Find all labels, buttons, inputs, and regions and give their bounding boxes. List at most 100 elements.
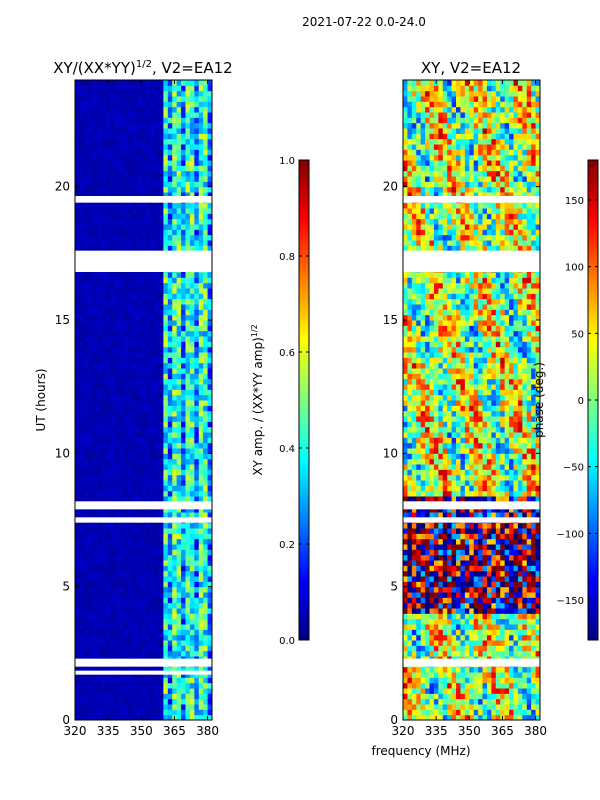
heatmap-cell [403,693,408,700]
heatmap-cell [189,586,195,593]
heatmap-cell [114,688,120,694]
heatmap-cell [207,677,212,684]
heatmap-cell [176,677,182,684]
heatmap-cell [128,213,133,220]
heatmap-cell [163,240,169,246]
heatmap-cell [132,298,138,305]
heatmap-cell [88,309,94,316]
heatmap-cell [79,314,85,321]
heatmap-cell [403,560,408,566]
heatmap-cell [167,698,173,705]
heatmap-cell [110,90,116,97]
heatmap-cell [136,634,142,641]
heatmap-cell [158,538,164,545]
heatmap-cell [158,96,164,102]
heatmap-cell [207,394,212,401]
heatmap-cell [101,378,107,385]
heatmap-cell [167,480,173,486]
heatmap-cell [97,368,103,374]
heatmap-cell [407,714,413,720]
heatmap-cell [128,394,133,401]
heatmap-cell [97,330,103,337]
heatmap-cell [504,581,510,588]
heatmap-cell [75,400,80,406]
heatmap-cell [136,533,142,540]
heatmap-cell [145,368,151,374]
heatmap-cell [207,213,212,220]
heatmap-cell [194,346,200,353]
heatmap-cell [185,224,191,230]
heatmap-cell [83,112,89,118]
heatmap-cell [163,629,169,636]
heatmap-cell [194,602,200,609]
heatmap-cell [429,570,435,577]
heatmap-cell [163,634,169,641]
heatmap-cell [526,624,532,630]
heatmap-cell [123,362,129,369]
heatmap-cell [509,698,514,705]
heatmap-cell [194,192,200,198]
heatmap-cell [172,186,178,193]
heatmap-cell [105,181,111,188]
heatmap-cell [97,170,103,177]
heatmap-cell [150,138,156,145]
heatmap-cell [203,554,209,561]
heatmap-cell [469,533,475,540]
heatmap-cell [464,608,470,614]
heatmap-cell [154,634,160,641]
heatmap-cell [75,341,80,348]
heatmap-cell [128,325,133,332]
heatmap-cell [83,714,89,720]
heatmap-cell [185,160,191,166]
heatmap-cell [114,597,120,604]
heatmap-cell [110,341,116,348]
heatmap-cell [114,85,120,92]
heatmap-cell [517,666,523,673]
heatmap-cell [486,677,492,684]
heatmap-cell [75,117,80,124]
heatmap-cell [181,213,186,220]
heatmap-cell [128,112,133,118]
heatmap-cell [535,613,540,620]
heatmap-cell [141,320,147,326]
heatmap-cell [163,336,169,342]
heatmap-cell [185,330,191,337]
heatmap-cell [531,549,537,556]
heatmap-cell [420,586,426,593]
heatmap-cell [132,714,138,720]
heatmap-cell [150,346,156,353]
heatmap-cell [517,608,523,614]
heatmap-cell [79,682,85,689]
heatmap-cell [522,576,528,582]
heatmap-cell [500,634,506,641]
heatmap-cell [123,442,129,449]
heatmap-cell [198,613,204,620]
heatmap-cell [97,325,103,332]
heatmap-cell [114,565,120,572]
heatmap-cell [172,698,178,705]
heatmap-cell [464,672,470,678]
heatmap-cell [136,554,142,561]
heatmap-cell [141,704,147,710]
heatmap-cell [101,528,107,534]
heatmap-cell [438,613,444,620]
heatmap-cell [158,672,164,678]
heatmap-cell [447,560,453,566]
heatmap-cell [403,576,408,582]
heatmap-cell [97,186,103,193]
heatmap-cell [407,560,413,566]
heatmap-cell [145,394,151,401]
heatmap-cell [101,154,107,161]
heatmap-cell [407,528,413,534]
heatmap-cell [198,698,204,705]
heatmap-cell [513,544,519,550]
heatmap-cell [145,618,151,625]
heatmap-cell [79,154,85,161]
heatmap-cell [176,666,182,673]
heatmap-cell [194,362,200,369]
heatmap-cell [101,117,107,124]
heatmap-cell [132,597,138,604]
heatmap-cell [198,400,204,406]
heatmap-cell [88,117,94,124]
heatmap-cell [88,245,94,252]
